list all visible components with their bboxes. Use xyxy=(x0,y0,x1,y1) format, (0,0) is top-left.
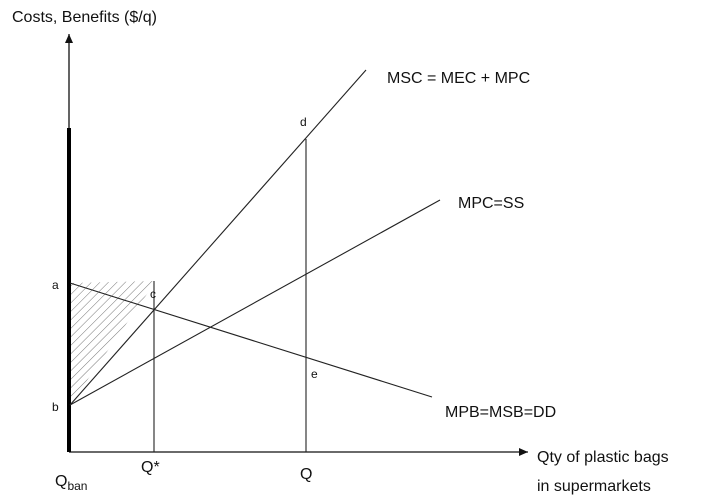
mpb-label: MPB=MSB=DD xyxy=(445,404,556,421)
q-star-label: Q* xyxy=(141,459,160,476)
point-c-label: c xyxy=(150,287,156,301)
q-ban-label: Qban xyxy=(55,473,87,493)
mpb-line xyxy=(69,282,433,398)
mpc-line xyxy=(69,199,441,406)
point-a-label: a xyxy=(52,278,59,292)
msc-label: MSC = MEC + MPC xyxy=(387,70,530,87)
point-e-label: e xyxy=(311,367,318,381)
mpc-label: MPC=SS xyxy=(458,195,524,212)
msc-line xyxy=(69,69,367,406)
shaded-area xyxy=(70,281,156,405)
q-label: Q xyxy=(300,466,312,483)
y-axis-label: Costs, Benefits ($/q) xyxy=(12,9,157,26)
x-axis-label-2: in supermarkets xyxy=(537,478,651,495)
point-d-label: d xyxy=(300,115,307,129)
point-b-label: b xyxy=(52,400,59,414)
x-axis-label-1: Qty of plastic bags xyxy=(537,449,669,466)
